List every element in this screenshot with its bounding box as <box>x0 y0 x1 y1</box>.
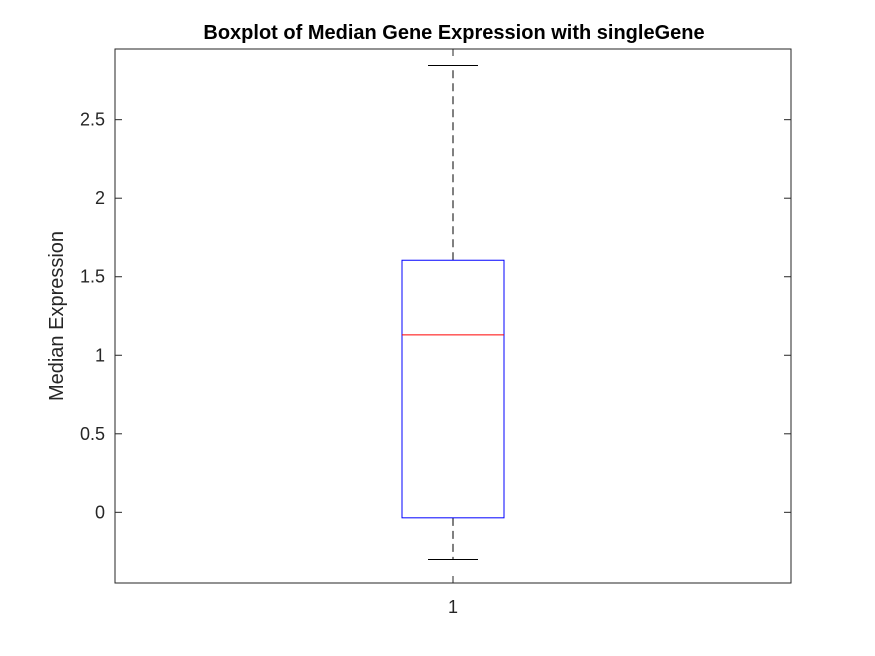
y-tick-label: 1 <box>95 345 105 365</box>
y-tick-label: 0.5 <box>80 424 105 444</box>
y-tick-label: 1.5 <box>80 267 105 287</box>
y-axis-label: Median Expression <box>46 231 68 401</box>
interquartile-box <box>401 259 505 519</box>
x-tick-label: 1 <box>448 597 458 617</box>
y-tick-label: 2.5 <box>80 110 105 130</box>
y-tick-label: 2 <box>95 188 105 208</box>
x-axis-ticks: 1 <box>448 49 458 617</box>
y-axis-ticks: 0 0.5 1 1.5 2 2.5 <box>80 110 791 522</box>
chart-title: Boxplot of Median Gene Expression with s… <box>203 22 704 44</box>
boxplot-boxes <box>401 64 505 560</box>
box-group <box>401 64 505 560</box>
y-tick-label: 0 <box>95 502 105 522</box>
